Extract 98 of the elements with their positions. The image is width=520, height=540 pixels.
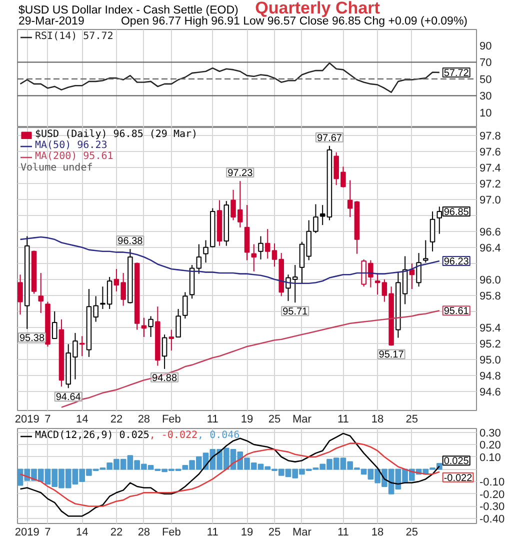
x-tick-label: 25	[406, 414, 418, 426]
y-tick-label: -0.30	[480, 501, 505, 514]
annotation: 97.67	[316, 132, 342, 144]
x-tick-label: Mar	[292, 414, 312, 426]
x-tick-label: Mar	[292, 526, 312, 538]
data-label: 0.025	[444, 456, 470, 468]
y-tick-label: -0.10	[480, 476, 505, 489]
y-tick-label: 50	[480, 74, 492, 86]
y-tick-label: 0.20	[480, 440, 501, 452]
y-tick-label: 95.2	[480, 338, 501, 350]
candlestick	[162, 334, 168, 370]
candlestick	[258, 236, 264, 260]
data-label: -0.022	[444, 472, 473, 484]
data-label: 96.23	[444, 256, 470, 268]
y-tick-label: 96.6	[480, 226, 501, 238]
y-tick-label: 97.2	[480, 178, 501, 190]
annotation: 95.17	[378, 350, 404, 361]
x-tick-label: 22	[110, 526, 123, 538]
text: 29-Mar-2019	[18, 16, 84, 28]
candlestick	[168, 329, 174, 352]
candlestick	[374, 272, 380, 296]
data-label: 95.61	[444, 306, 470, 318]
x-tick-label: 14	[76, 526, 88, 538]
candlestick	[18, 274, 23, 316]
data-label: 57.72	[444, 68, 470, 79]
x-tick-label: 19	[240, 414, 254, 426]
text: Quarterly Chart	[255, 0, 380, 18]
x-tick-label: 2019	[14, 414, 40, 426]
y-tick-label: 97.8	[480, 130, 501, 142]
legend-label: MACD(12,26,9) 0.025	[35, 430, 150, 441]
text: , -0.022	[149, 430, 198, 441]
y-tick-label: 94.6	[480, 386, 501, 398]
y-tick-label: -0.40	[480, 514, 505, 526]
annotation: Volume undef	[20, 162, 93, 174]
candlestick	[423, 240, 428, 264]
candlestick	[264, 228, 270, 260]
text: 96.85	[444, 206, 469, 218]
x-tick-label: 11	[337, 526, 349, 538]
candlestick	[347, 180, 353, 218]
x-tick-label: 2019	[14, 526, 40, 538]
candlestick	[251, 244, 256, 272]
y-tick-label: 94.8	[480, 370, 501, 382]
annotation: 95.38	[20, 332, 45, 344]
series-label: , 0.046	[198, 430, 240, 441]
x-tick-label: 22	[110, 414, 123, 426]
x-tick-label: Feb	[162, 526, 181, 538]
y-tick-label: 95.0	[480, 354, 501, 366]
candlestick	[196, 244, 202, 274]
x-tick-label: 18	[371, 414, 384, 426]
legend-label: RSI(14) 57.72	[35, 31, 114, 42]
line-series	[20, 62, 440, 93]
y-tick-label: 70	[480, 57, 492, 70]
x-tick-label: 11	[206, 414, 218, 426]
y-tick-label: 0.10	[480, 452, 501, 464]
x-tick-label: 7	[44, 526, 51, 538]
x-tick-label: 25	[268, 414, 281, 426]
candlestick	[52, 310, 58, 340]
annotation: 95.71	[282, 306, 308, 318]
candlestick	[182, 292, 188, 320]
y-tick-label: 96.4	[480, 242, 501, 254]
annotation: 94.88	[152, 372, 178, 384]
y-tick-label: 30	[480, 90, 492, 103]
candlestick	[430, 210, 436, 252]
legend-label: MA(50) 96.23	[35, 140, 108, 151]
annotation: 96.38	[118, 236, 144, 248]
x-tick-label: 11	[337, 414, 349, 426]
x-tick-label: 28	[138, 414, 150, 426]
annotation: 97.23	[228, 168, 254, 180]
candlestick	[203, 240, 208, 264]
line-series	[20, 442, 440, 507]
candlestick	[38, 272, 44, 314]
x-tick-label: 25	[268, 526, 281, 538]
chart-title: $USD US Dollar Index - Cash Settle (EOD)	[18, 4, 239, 16]
legend-label: $USD (Daily) 96.85 (29 Mar)	[35, 129, 198, 140]
y-tick-label: 90	[480, 40, 492, 52]
y-tick-label: 0.30	[480, 428, 501, 440]
y-tick-label: 97.0	[480, 194, 501, 206]
x-tick-label: Feb	[162, 414, 181, 426]
x-tick-label: 25	[406, 526, 418, 538]
candlestick	[176, 308, 181, 338]
y-tick-label: 97.6	[480, 146, 501, 158]
legend-label: MA(200) 95.61	[35, 151, 114, 162]
x-tick-label: 28	[138, 526, 150, 538]
chart-subtitle: Open 96.77 High 96.91 Low 96.57 Close 96.85 Chg +0.09 (+0.09%)	[120, 16, 468, 28]
candlestick	[416, 252, 422, 288]
y-tick-label: -0.20	[480, 488, 505, 501]
x-tick-label: 11	[206, 526, 218, 538]
annotation: 94.64	[56, 392, 82, 404]
candlestick	[148, 316, 154, 338]
x-tick-label: 14	[76, 414, 88, 426]
x-tick-label: 7	[44, 414, 51, 426]
y-tick-label: 97.4	[480, 162, 501, 174]
y-tick-label: 96.0	[480, 274, 501, 286]
y-tick-label: 10	[480, 107, 492, 120]
x-tick-label: 18	[371, 526, 384, 538]
x-tick-label: 19	[240, 526, 254, 538]
y-tick-label: 95.8	[480, 290, 501, 302]
y-tick-label: 95.4	[480, 322, 501, 334]
